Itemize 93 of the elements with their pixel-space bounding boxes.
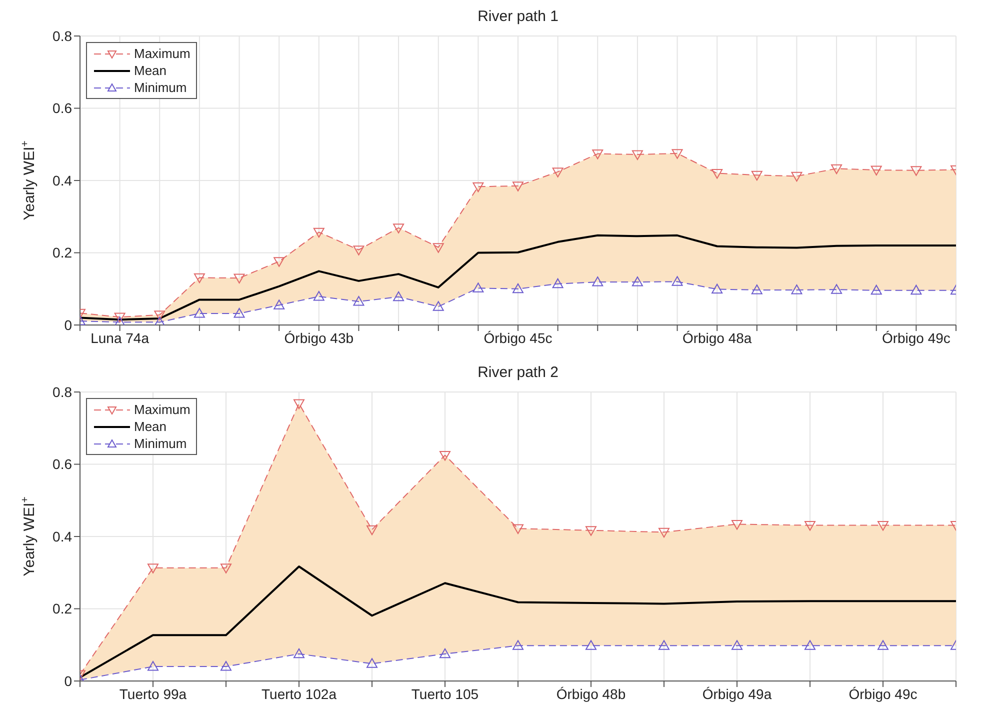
legend-label: Mean	[134, 418, 167, 435]
point	[194, 273, 205, 284]
point	[393, 224, 404, 234]
point	[592, 276, 604, 286]
point	[154, 310, 166, 320]
y-tick-label: 0.6	[52, 100, 72, 116]
legend-label: Minimum	[134, 79, 187, 96]
point	[791, 172, 802, 182]
point	[512, 182, 524, 192]
point	[870, 284, 882, 295]
point	[220, 661, 232, 671]
point	[148, 661, 158, 671]
point	[552, 278, 564, 288]
x-tick-label: Órbigo 48a	[682, 330, 752, 346]
point	[791, 284, 802, 294]
legend-label: Minimum	[134, 435, 187, 452]
y-tick-label: 0	[64, 316, 72, 333]
y-tick-label: 0	[64, 672, 72, 689]
y-tick-label: 0.6	[52, 456, 72, 472]
y-tick-label: 0.8	[52, 28, 72, 44]
point	[353, 296, 364, 306]
x-tick-label: Órbigo 49c	[848, 686, 918, 702]
x-tick-label: Órbigo 43b	[284, 330, 354, 346]
point	[712, 284, 723, 294]
legend-label: Maximum	[134, 45, 190, 62]
point	[313, 228, 324, 238]
point	[878, 521, 888, 531]
x-tick-label: Tuerto 102a	[262, 686, 337, 702]
point	[220, 564, 232, 574]
point	[194, 308, 205, 318]
point	[148, 564, 158, 574]
point	[632, 276, 643, 286]
point	[910, 166, 922, 176]
point	[870, 166, 882, 176]
point	[552, 168, 564, 178]
x-tick-label: Órbigo 49a	[702, 686, 772, 702]
chart-title: River path 2	[476, 364, 560, 383]
point	[512, 283, 524, 294]
point	[586, 526, 596, 536]
point	[672, 276, 683, 286]
chart-title: River path 1	[476, 8, 560, 27]
point	[751, 170, 762, 181]
point	[440, 648, 450, 658]
legend-label: Maximum	[134, 401, 190, 418]
point	[804, 640, 816, 650]
x-tick-label: Tuerto 105	[411, 686, 479, 702]
point	[472, 282, 484, 292]
point	[234, 308, 245, 318]
point	[512, 524, 524, 534]
point	[732, 640, 742, 650]
y-tick-label: 0.2	[52, 244, 72, 261]
point	[114, 316, 126, 325]
point	[366, 658, 378, 668]
point	[712, 169, 723, 179]
point	[472, 182, 484, 192]
point	[910, 284, 922, 295]
y-tick-label: 0.2	[52, 600, 72, 617]
point	[432, 243, 444, 253]
point	[592, 150, 604, 160]
point	[294, 648, 304, 658]
point	[393, 291, 404, 302]
point	[274, 257, 285, 267]
point	[234, 274, 245, 284]
point	[586, 640, 596, 650]
legend-label: Mean	[134, 62, 167, 79]
x-tick-label: Tuerto 99a	[119, 686, 187, 702]
x-tick-label: Luna 74a	[90, 330, 150, 346]
point	[632, 150, 643, 160]
point	[732, 520, 742, 530]
point	[440, 450, 450, 461]
point	[313, 290, 324, 301]
point	[432, 301, 444, 311]
point	[512, 640, 524, 650]
y-tick-label: 0.4	[52, 528, 72, 544]
point	[878, 640, 888, 650]
x-tick-label: Órbigo 45c	[484, 330, 552, 346]
y-tick-label: 0.8	[52, 384, 72, 400]
point	[114, 312, 126, 323]
x-tick-label: Órbigo 49c	[882, 330, 950, 346]
point	[804, 521, 816, 531]
point	[274, 300, 285, 310]
point	[658, 528, 670, 538]
point	[672, 149, 683, 159]
point	[658, 640, 670, 650]
point	[751, 284, 762, 294]
point	[831, 284, 842, 294]
point	[154, 316, 166, 325]
point	[353, 246, 364, 256]
y-tick-label: 0.4	[52, 172, 72, 188]
point	[366, 525, 378, 536]
point	[831, 164, 842, 174]
x-tick-label: Órbigo 48b	[556, 686, 626, 702]
point	[294, 399, 304, 410]
